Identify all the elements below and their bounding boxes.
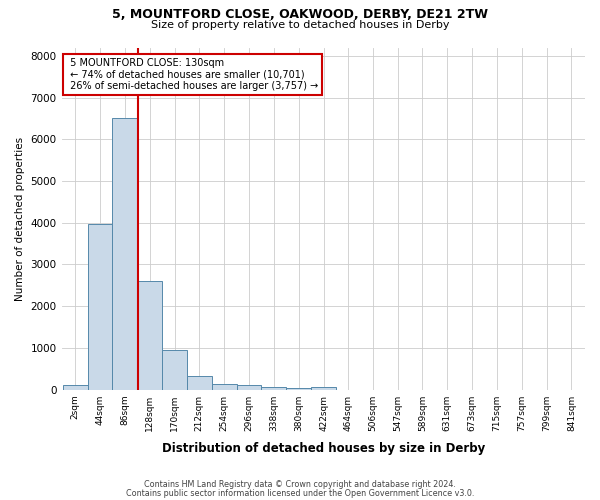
Bar — [162, 350, 187, 390]
Text: 5 MOUNTFORD CLOSE: 130sqm
 ← 74% of detached houses are smaller (10,701)
 26% of: 5 MOUNTFORD CLOSE: 130sqm ← 74% of detac… — [67, 58, 318, 91]
Bar — [187, 376, 212, 390]
Bar — [311, 386, 336, 390]
Text: Contains HM Land Registry data © Crown copyright and database right 2024.: Contains HM Land Registry data © Crown c… — [144, 480, 456, 489]
Bar — [286, 388, 311, 390]
Text: Size of property relative to detached houses in Derby: Size of property relative to detached ho… — [151, 20, 449, 30]
Text: 5, MOUNTFORD CLOSE, OAKWOOD, DERBY, DE21 2TW: 5, MOUNTFORD CLOSE, OAKWOOD, DERBY, DE21… — [112, 8, 488, 20]
Bar — [88, 224, 112, 390]
Bar — [112, 118, 137, 390]
Bar — [262, 386, 286, 390]
Bar — [212, 384, 236, 390]
Bar — [137, 281, 162, 390]
Text: Contains public sector information licensed under the Open Government Licence v3: Contains public sector information licen… — [126, 488, 474, 498]
Bar — [63, 386, 88, 390]
X-axis label: Distribution of detached houses by size in Derby: Distribution of detached houses by size … — [161, 442, 485, 455]
Y-axis label: Number of detached properties: Number of detached properties — [15, 136, 25, 300]
Bar — [236, 386, 262, 390]
